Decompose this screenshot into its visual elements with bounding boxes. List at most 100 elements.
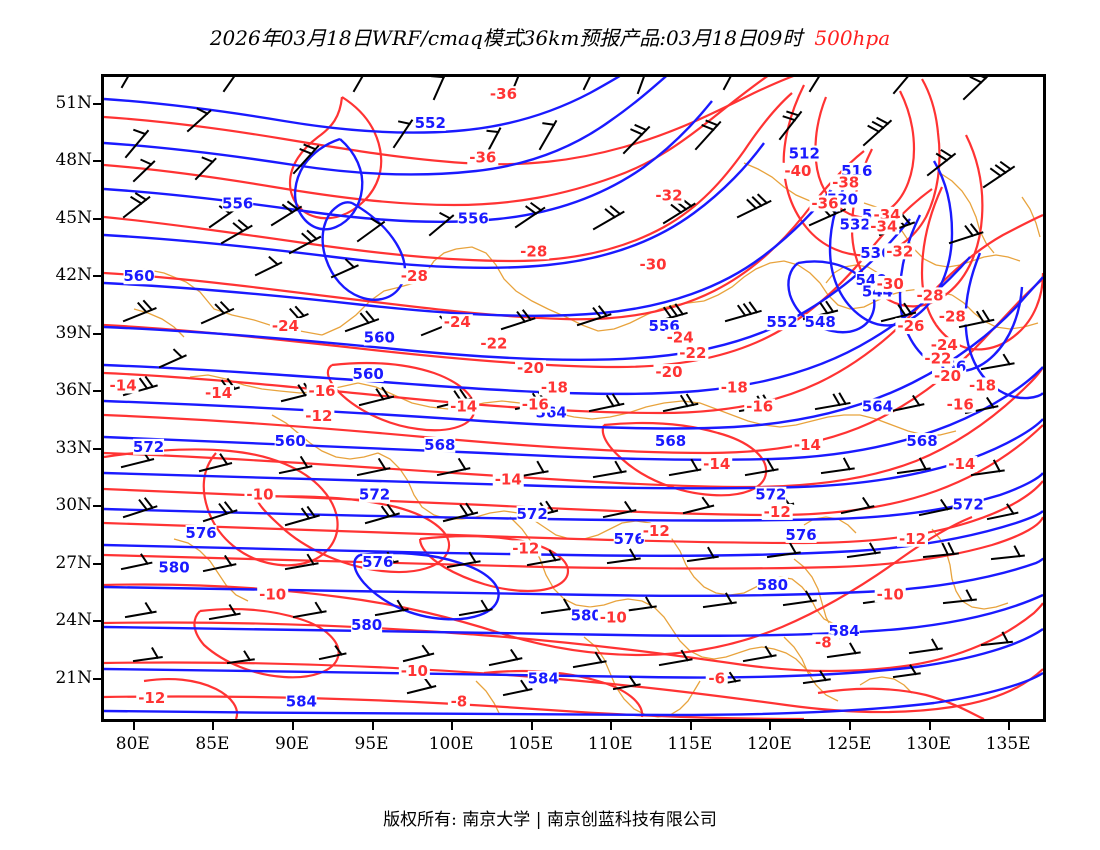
x-tick-100E: 100E	[428, 734, 474, 754]
map-plot-area[interactable]: 5125165205285325365405445485525525565565…	[101, 74, 1046, 722]
x-tick-mark	[371, 722, 374, 730]
contour-label-bg	[515, 360, 547, 377]
contour-label-bg	[874, 586, 906, 603]
contour-label-bg	[744, 398, 776, 415]
contour-label-geopotential_height_dam: 568	[906, 432, 937, 450]
contour-label-bg	[653, 364, 685, 381]
contour-label-bg	[244, 486, 276, 503]
contour-label-bg	[922, 350, 954, 367]
contour-label-temperature_degC: -22	[924, 350, 951, 368]
contour-label-geopotential_height_dam: 576	[785, 526, 816, 544]
contour-label-bg	[830, 174, 862, 191]
contour-label-bg	[185, 525, 217, 542]
contour-label-temperature_degC: -24	[667, 329, 694, 347]
contour-label-bg	[861, 398, 893, 415]
contour-label-temperature_degC: -20	[934, 367, 961, 385]
contour-label-temperature_degC: -22	[679, 344, 706, 362]
y-tick-21N: 21N	[55, 667, 92, 688]
contour-label-bg	[136, 689, 168, 706]
y-tick-45N: 45N	[55, 207, 92, 228]
contour-label-geopotential_height_dam: 584	[828, 622, 859, 640]
x-tick-115E: 115E	[667, 734, 713, 754]
contour-label-geopotential_height_dam: 564	[862, 398, 893, 416]
y-tick-33N: 33N	[55, 437, 92, 458]
contour-label-bg	[782, 162, 814, 179]
contour-label-bg	[570, 607, 602, 624]
contour-label-bg	[398, 268, 430, 285]
contour-label-geopotential_height_dam: 532	[840, 215, 871, 233]
contour-label-temperature_degC: -14	[794, 436, 821, 454]
x-tick-mark	[530, 722, 533, 730]
contour-label-temperature_degC: -8	[815, 633, 832, 651]
contour-label-bg	[701, 456, 733, 473]
contour-label-bg	[874, 275, 906, 292]
contour-label-bg	[613, 530, 645, 547]
contour-label-temperature_degC: -32	[655, 187, 682, 205]
x-tick-mark	[769, 722, 772, 730]
contour-label-bg	[896, 530, 928, 547]
contour-label-temperature_degC: -24	[931, 336, 958, 354]
chart-title: 2026年03月18日WRF/cmaq模式36km预报产品:03月18日09时 5…	[0, 22, 1100, 51]
contour-label-bg	[538, 379, 570, 396]
contour-label-bg	[932, 367, 964, 384]
y-tick-mark	[93, 620, 101, 623]
contour-label-geopotential_height_dam: 556	[458, 210, 489, 228]
contour-label-temperature_degC: -12	[643, 522, 670, 540]
contour-label-temperature_degC: -16	[947, 396, 974, 414]
height-contour-layer	[104, 77, 1043, 717]
contour-label-temperature_degC: -24	[272, 317, 299, 335]
contour-label-bg	[352, 365, 384, 382]
contour-label-temperature_degC: -28	[939, 307, 966, 325]
contour-label-bg	[756, 576, 788, 593]
contour-label-geopotential_height_dam: 552	[415, 114, 446, 132]
x-tick-130E: 130E	[906, 734, 951, 754]
contour-label-bg	[868, 218, 900, 235]
contour-label-bg	[516, 505, 548, 522]
contour-label-bg	[944, 396, 976, 413]
contour-label-bg	[527, 670, 559, 687]
contour-label-temperature_degC: -14	[495, 470, 522, 488]
contour-label-temperature_degC: -16	[522, 396, 549, 414]
contour-label-temperature_degC: -10	[246, 486, 273, 504]
x-tick-mark	[451, 722, 454, 730]
contour-label-temperature_degC: -12	[305, 407, 332, 425]
contour-label-bg	[928, 337, 960, 354]
contour-label-bg	[133, 438, 165, 455]
contour-label-temperature_degC: -20	[655, 363, 682, 381]
contour-label-temperature_degC: -10	[877, 585, 904, 603]
contour-label-bg	[362, 553, 394, 570]
x-tick-mark	[1008, 722, 1011, 730]
contour-label-temperature_degC: -16	[308, 382, 335, 400]
contour-label-geopotential_height_dam: 584	[528, 670, 559, 688]
contour-label-temperature_degC: -40	[784, 162, 811, 180]
contour-label-temperature_degC: -12	[138, 689, 165, 707]
contour-label-bg	[664, 329, 696, 346]
contour-label-temperature_degC: -18	[541, 378, 568, 396]
x-tick-mark	[291, 722, 294, 730]
y-tick-mark	[93, 217, 101, 220]
x-tick-95E: 95E	[354, 734, 389, 754]
title-main-text: 2026年03月18日WRF/cmaq模式36km预报产品:03月18日09时	[209, 26, 803, 50]
contour-label-temperature_degC: -22	[480, 334, 507, 352]
contour-label-bg	[906, 433, 938, 450]
contour-label-temperature_degC: -20	[517, 359, 544, 377]
y-tick-mark	[93, 332, 101, 335]
y-tick-27N: 27N	[55, 552, 92, 573]
contour-label-bg	[123, 268, 155, 285]
contour-label-geopotential_height_dam: 576	[185, 524, 216, 542]
y-tick-mark	[93, 102, 101, 105]
contour-label-temperature_degC: -30	[640, 256, 667, 274]
x-tick-120E: 120E	[747, 734, 792, 754]
contour-label-geopotential_height_dam: 572	[516, 505, 547, 523]
contour-label-geopotential_height_dam: 560	[275, 432, 306, 450]
y-tick-24N: 24N	[55, 610, 92, 631]
y-tick-51N: 51N	[55, 92, 92, 113]
contour-label-bg	[363, 329, 395, 346]
contour-label-bg	[655, 433, 687, 450]
contour-label-bg	[222, 195, 254, 212]
contour-label-bg	[755, 486, 787, 503]
contour-label-bg	[640, 523, 672, 540]
x-tick-mark	[849, 722, 852, 730]
contour-label-bg	[946, 456, 978, 473]
contour-label-bg	[884, 243, 916, 260]
